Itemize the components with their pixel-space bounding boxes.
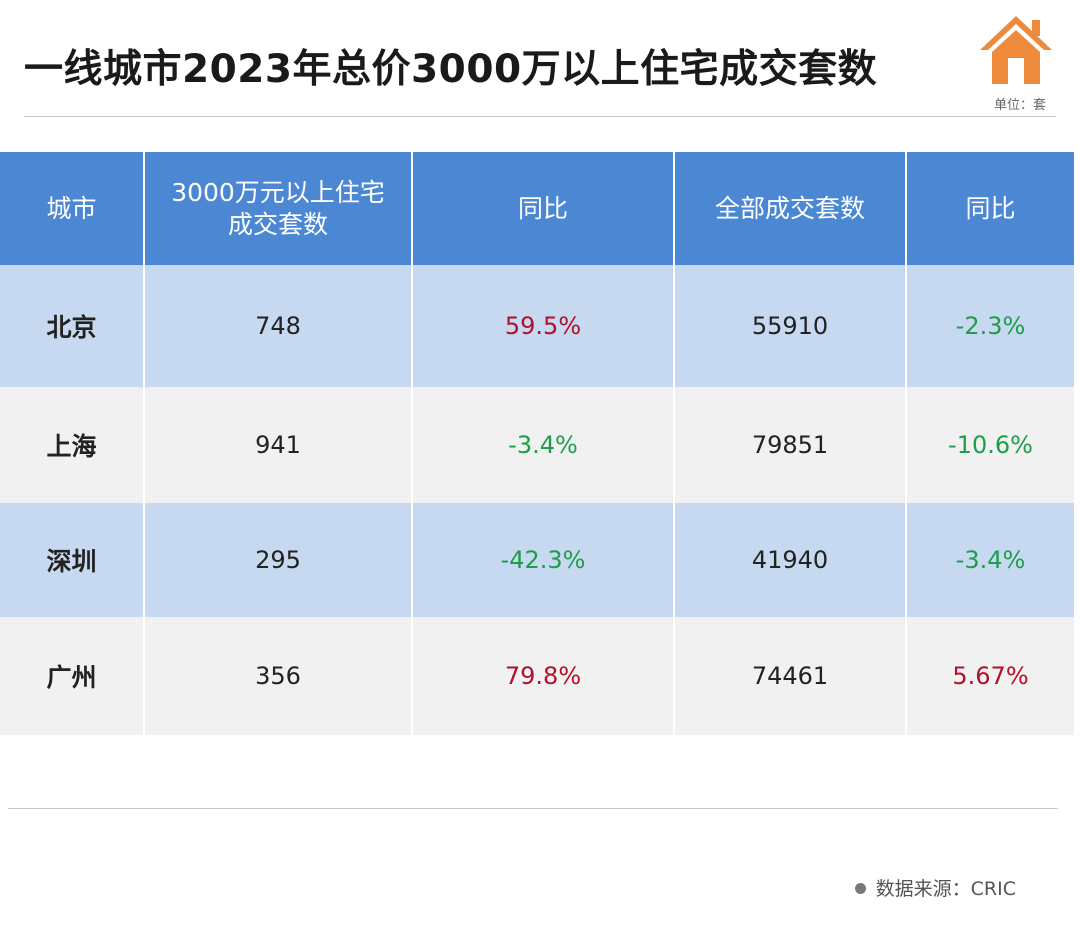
- table-row: 深圳 295 -42.3% 41940 -3.4%: [0, 503, 1074, 617]
- source-text: 数据来源：CRIC: [875, 878, 1016, 900]
- cell-luxury-yoy: 79.8%: [412, 617, 675, 735]
- cell-total-yoy: -2.3%: [906, 265, 1074, 387]
- header-luxury-count-text: 3000万元以上住宅成交套数: [171, 177, 385, 239]
- cell-total: 55910: [674, 265, 907, 387]
- cell-total-yoy: -10.6%: [906, 387, 1074, 503]
- cell-luxury-yoy: -42.3%: [412, 503, 675, 617]
- header-luxury-count: 3000万元以上住宅成交套数: [144, 152, 413, 265]
- cell-luxury: 748: [144, 265, 413, 387]
- cell-total: 41940: [674, 503, 907, 617]
- header-city: 城市: [0, 152, 145, 265]
- cell-luxury-yoy: -3.4%: [412, 387, 675, 503]
- table-row: 北京 748 59.5% 55910 -2.3%: [0, 265, 1074, 387]
- cell-total-yoy: -3.4%: [906, 503, 1074, 617]
- table-row: 上海 941 -3.4% 79851 -10.6%: [0, 387, 1074, 503]
- bottom-divider: [8, 808, 1058, 809]
- house-icon: [980, 16, 1052, 84]
- table-header-row: 城市 3000万元以上住宅成交套数 同比 全部成交套数 同比: [0, 152, 1074, 265]
- header-total-yoy: 同比: [906, 152, 1074, 265]
- top-divider: [24, 116, 1056, 117]
- cell-luxury: 356: [144, 617, 413, 735]
- cell-total-yoy: 5.67%: [906, 617, 1074, 735]
- header-total-count: 全部成交套数: [674, 152, 907, 265]
- source-note: 数据来源：CRIC: [854, 874, 1016, 901]
- table-row: 广州 356 79.8% 74461 5.67%: [0, 617, 1074, 735]
- cell-luxury: 941: [144, 387, 413, 503]
- cell-city: 广州: [0, 617, 145, 735]
- bullet-dot-icon: [854, 883, 866, 894]
- cell-luxury: 295: [144, 503, 413, 617]
- cell-city: 深圳: [0, 503, 145, 617]
- cell-total: 79851: [674, 387, 907, 503]
- cell-city: 上海: [0, 387, 145, 503]
- cell-luxury-yoy: 59.5%: [412, 265, 675, 387]
- cell-total: 74461: [674, 617, 907, 735]
- page-title: 一线城市2023年总价3000万以上住宅成交套数: [24, 47, 878, 92]
- cell-city: 北京: [0, 265, 145, 387]
- header-luxury-yoy: 同比: [412, 152, 675, 265]
- data-table: 城市 3000万元以上住宅成交套数 同比 全部成交套数 同比 北京 748 59…: [0, 152, 1074, 735]
- unit-label: 单位：套: [993, 98, 1046, 113]
